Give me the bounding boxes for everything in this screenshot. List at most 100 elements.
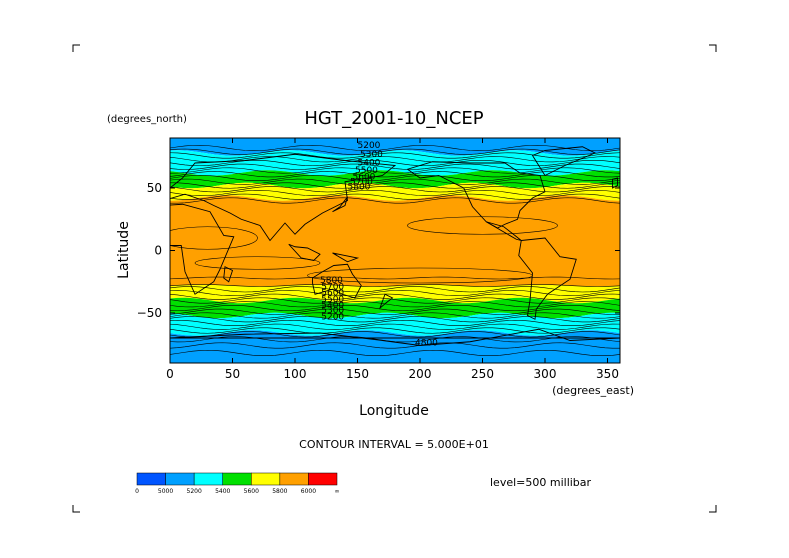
- colorbar-swatch: [251, 472, 281, 486]
- contour-line: [170, 144, 620, 152]
- colorbar: 0 5000 5200 5400 5600 5800 6000 ∞: [135, 472, 340, 495]
- contour-label: 5400: [358, 159, 381, 169]
- colorbar-label: 5600: [244, 488, 259, 495]
- x-axis-ticks: 0 50 100 150 200 250 300 350: [166, 138, 619, 381]
- contour-line: [170, 193, 620, 200]
- x-tick-label: 300: [534, 367, 557, 381]
- coastline: [332, 252, 360, 263]
- contour-line: [170, 226, 258, 250]
- colorbar-label: 0: [135, 488, 139, 495]
- y-tick-label: 50: [147, 181, 162, 195]
- chart-title: HGT_2001-10_NCEP: [304, 108, 483, 129]
- contour-line: [170, 331, 620, 338]
- contour-label: 5300: [360, 150, 383, 160]
- contour-label: 4800: [415, 339, 438, 349]
- contour-line: [170, 171, 620, 178]
- contour-line: [170, 349, 620, 357]
- band-5600-5800: [170, 284, 620, 304]
- y-axis-label: Latitude: [116, 221, 132, 279]
- contour-line: [194, 256, 321, 270]
- colorbar-label: 5800: [272, 488, 287, 495]
- contour-label: 5400: [321, 301, 344, 311]
- x-tick-label: 350: [596, 367, 619, 381]
- contour-line: [170, 286, 620, 293]
- x-unit-label: (degrees_east): [552, 384, 634, 397]
- level-text: level=500 millibar: [490, 476, 592, 489]
- contour-label: 5200: [358, 141, 381, 151]
- coastline: [170, 328, 620, 346]
- contour-label: 5500: [321, 295, 344, 305]
- colorbar-swatch: [136, 472, 166, 486]
- contour-line: [170, 301, 620, 308]
- band-5800-6000: [170, 195, 620, 287]
- contour-line: [170, 182, 620, 189]
- contour-label: 5600: [353, 172, 376, 182]
- contour-line: [170, 319, 620, 327]
- contour-line: [170, 276, 620, 280]
- y-unit-label: (degrees_north): [107, 114, 187, 125]
- coastlines: [170, 146, 620, 346]
- contour-line: [170, 316, 620, 323]
- colorbar-label: 5400: [215, 488, 230, 495]
- crop-marks: [72, 44, 717, 513]
- contour-line: [170, 342, 620, 349]
- contour-line: [170, 178, 620, 185]
- coastline: [170, 203, 235, 295]
- contour-label: 5700: [350, 177, 373, 187]
- contour-line: [170, 336, 620, 343]
- contour-label: 5300: [321, 306, 344, 316]
- coastline: [332, 196, 348, 213]
- y-axis-ticks: 50 0 −50: [137, 181, 620, 320]
- contour-labels: 5200530054005500560057005800580057005600…: [320, 141, 438, 349]
- contour-line: [170, 197, 620, 204]
- coastline: [312, 263, 362, 299]
- colorbar-swatch: [165, 472, 195, 486]
- colorbar-swatch: [308, 472, 338, 486]
- x-tick-label: 250: [471, 367, 494, 381]
- y-tick-label: 0: [154, 244, 162, 258]
- contour-line: [170, 323, 620, 330]
- x-tick-label: 200: [409, 367, 432, 381]
- contour-line: [170, 304, 620, 312]
- contour-line: [170, 284, 620, 287]
- coastline: [531, 146, 597, 177]
- contour-line: [170, 289, 620, 297]
- contour-line: [407, 216, 558, 235]
- contour-line: [170, 152, 620, 159]
- coastline: [379, 293, 394, 310]
- filled-contour-bands: [170, 138, 620, 363]
- colorbar-label: ∞: [335, 488, 340, 495]
- contour-line: [170, 189, 620, 197]
- band-5400-5600: [170, 170, 620, 189]
- contour-line: [170, 312, 620, 319]
- coastline: [518, 237, 577, 320]
- coastline: [406, 161, 546, 229]
- contour-line: [170, 308, 620, 315]
- contour-interval-text: CONTOUR INTERVAL = 5.000E+01: [299, 438, 489, 451]
- x-tick-label: 100: [284, 367, 307, 381]
- x-tick-label: 50: [225, 367, 240, 381]
- contour-line: [170, 327, 620, 334]
- contour-label: 5800: [320, 276, 343, 286]
- coastline: [288, 243, 321, 261]
- colorbar-swatch: [279, 472, 309, 486]
- colorbar-label: 5200: [187, 488, 202, 495]
- contour-plot-area: 5200530054005500560057005800580057005600…: [170, 138, 620, 363]
- contour-label: 5500: [355, 166, 378, 176]
- x-axis-label: Longitude: [359, 403, 429, 419]
- contour-lines: [170, 144, 620, 357]
- contour-label: 5200: [321, 312, 344, 322]
- contour-label: 5700: [321, 282, 344, 292]
- contour-line: [170, 163, 620, 170]
- contour-line: [170, 148, 620, 155]
- y-tick-label: −50: [137, 306, 162, 320]
- colorbar-label: 5000: [158, 488, 173, 495]
- contour-line: [170, 293, 620, 300]
- contour-line: [170, 156, 620, 163]
- contour-label: 5800: [348, 182, 371, 192]
- band-5000-5200: [170, 138, 620, 156]
- colorbar-label: 6000: [301, 488, 316, 495]
- coastline: [170, 153, 397, 242]
- x-tick-label: 150: [346, 367, 369, 381]
